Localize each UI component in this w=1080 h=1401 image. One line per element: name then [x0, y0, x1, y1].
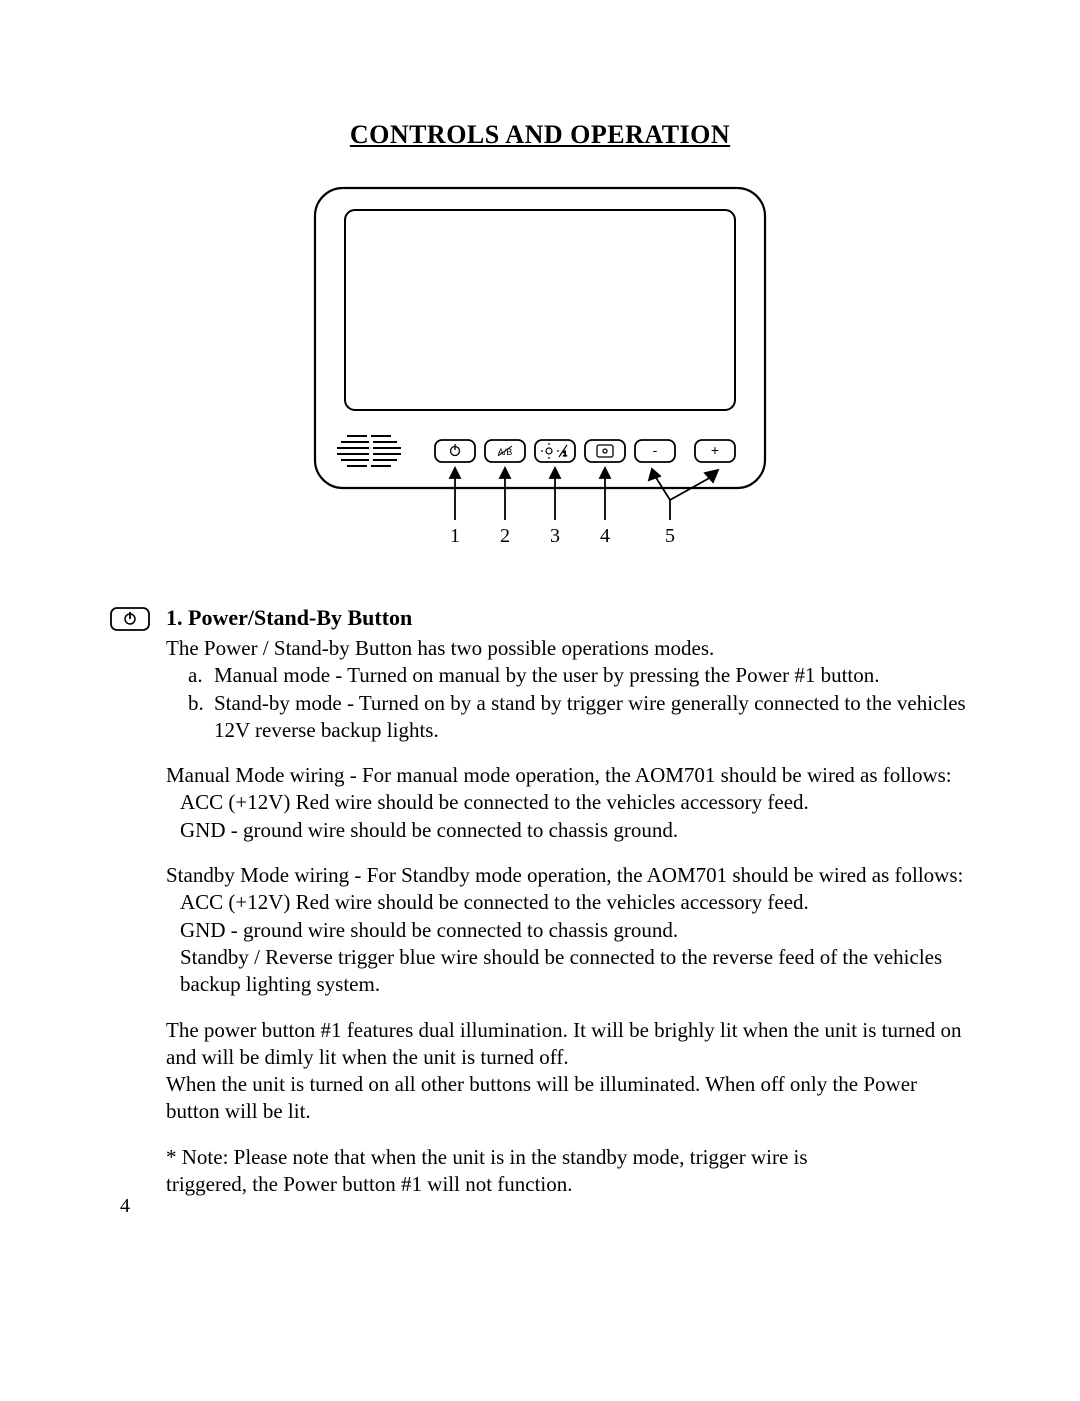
diagram-label-3: 3 [550, 525, 560, 547]
diagram-label-1: 1 [450, 525, 460, 547]
power-icon [110, 607, 150, 636]
monitor-diagram: A/B 1 - + [110, 180, 970, 565]
page-title: CONTROLS AND OPERATION [110, 120, 970, 150]
note-paragraph: * Note: Please note that when the unit i… [166, 1144, 970, 1199]
item-b-label: b. [188, 690, 214, 717]
manual-line-1: ACC (+12V) Red wire should be connected … [166, 789, 970, 816]
svg-text:1: 1 [563, 451, 567, 458]
diagram-label-4: 4 [600, 525, 610, 547]
document-page: CONTROLS AND OPERATION [0, 0, 1080, 1258]
illumination-paragraph: The power button #1 features dual illumi… [166, 1017, 970, 1126]
standby-line-1: ACC (+12V) Red wire should be connected … [166, 889, 970, 916]
diagram-label-5: 5 [665, 525, 675, 547]
section-1-intro: The Power / Stand-by Button has two poss… [166, 635, 970, 662]
svg-text:A/B: A/B [498, 447, 513, 457]
item-a-label: a. [188, 662, 214, 689]
manual-mode-heading: Manual Mode wiring - For manual mode ope… [166, 762, 970, 789]
minus-label: - [653, 442, 658, 458]
diagram-label-2: 2 [500, 525, 510, 547]
standby-mode-heading: Standby Mode wiring - For Standby mode o… [166, 862, 970, 889]
section-1: 1. Power/Stand-By Button The Power / Sta… [110, 605, 970, 1198]
standby-line-2: GND - ground wire should be connected to… [166, 917, 970, 944]
plus-label: + [711, 442, 719, 458]
standby-line-3: Standby / Reverse trigger blue wire shou… [166, 944, 970, 999]
page-number: 4 [120, 1195, 130, 1218]
monitor-svg: A/B 1 - + [305, 180, 775, 560]
list-item-a: a.Manual mode - Turned on manual by the … [166, 662, 970, 689]
item-a-text: Manual mode - Turned on manual by the us… [214, 662, 966, 689]
list-item-b: b.Stand-by mode - Turned on by a stand b… [166, 690, 970, 745]
item-b-text: Stand-by mode - Turned on by a stand by … [214, 690, 966, 745]
manual-line-2: GND - ground wire should be connected to… [166, 817, 970, 844]
section-1-heading: 1. Power/Stand-By Button [166, 605, 970, 631]
